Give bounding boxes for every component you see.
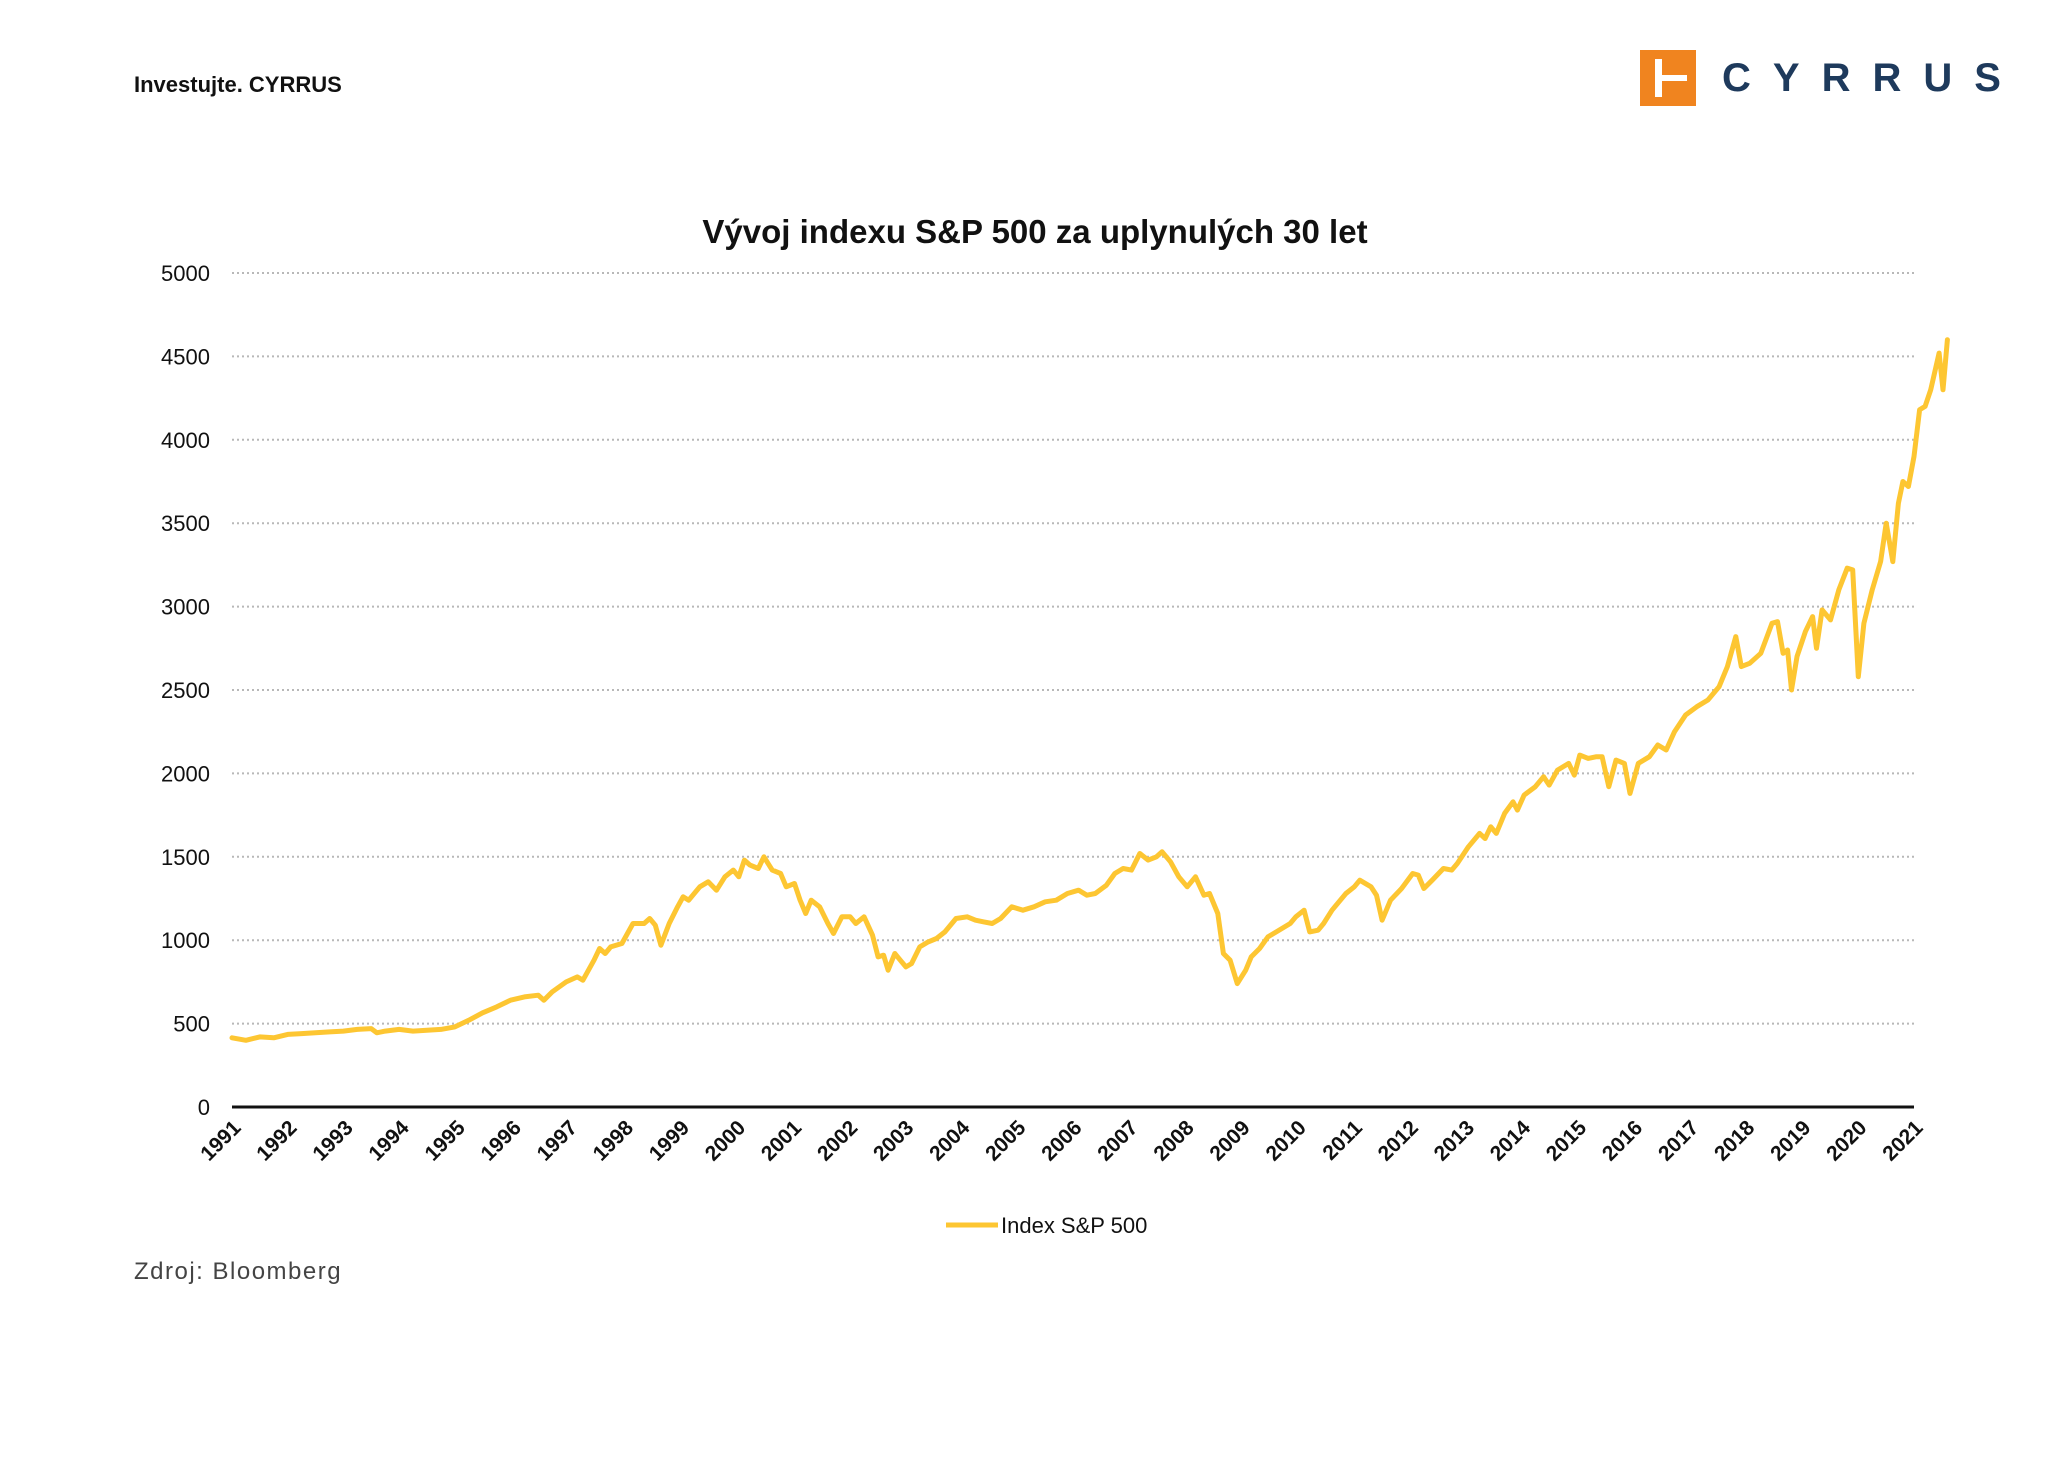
x-tick-label: 2013: [1430, 1116, 1479, 1165]
y-tick-label: 2000: [161, 761, 210, 786]
y-tick-label: 2500: [161, 678, 210, 703]
x-tick-label: 1993: [308, 1116, 357, 1165]
x-tick-label: 1994: [364, 1116, 414, 1166]
x-tick-label: 1998: [589, 1116, 639, 1166]
x-tick-label: 2014: [1486, 1116, 1536, 1166]
series-line: [229, 337, 1950, 1043]
x-tick-label: 1992: [252, 1116, 301, 1165]
x-tick-label: 2021: [1878, 1116, 1928, 1166]
y-tick-label: 500: [173, 1012, 210, 1037]
y-tick-label: 0: [198, 1095, 210, 1120]
x-tick-label: 2010: [1262, 1116, 1311, 1165]
logo-text: CYRRUS: [1722, 55, 2023, 100]
chart-series: [229, 337, 1950, 1043]
x-tick-label: 2003: [869, 1116, 918, 1165]
y-tick-label: 3000: [161, 595, 210, 620]
chart-title: Vývoj indexu S&P 500 za uplynulých 30 le…: [702, 213, 1368, 250]
x-tick-label: 1997: [533, 1116, 582, 1165]
x-tick-label: 2008: [1149, 1116, 1199, 1166]
y-tick-label: 1500: [161, 845, 210, 870]
x-tick-label: 2001: [757, 1116, 807, 1166]
x-tick-label: 1991: [196, 1116, 246, 1166]
x-tick-label: 1996: [477, 1116, 526, 1165]
y-tick-label: 1000: [161, 928, 210, 953]
x-tick-label: 2004: [925, 1116, 975, 1166]
source-note: Zdroj: Bloomberg: [134, 1258, 343, 1285]
x-tick-label: 2020: [1822, 1116, 1871, 1165]
x-tick-label: 2000: [701, 1116, 750, 1165]
x-tick-label: 1999: [645, 1116, 694, 1165]
x-tick-label: 2002: [813, 1116, 862, 1165]
header-tagline: Investujte. CYRRUS: [134, 72, 342, 97]
x-tick-label: 2016: [1598, 1116, 1647, 1165]
x-tick-label: 1995: [421, 1116, 471, 1166]
y-tick-label: 4000: [161, 428, 210, 453]
x-axis-ticks: 1991 1992 1993 1994 1995 1996 1997 1998 1999 2000…: [196, 1116, 1928, 1166]
x-tick-label: 2005: [981, 1116, 1031, 1166]
y-tick-label: 4500: [161, 344, 210, 369]
legend-label: Index S&P 500: [1001, 1213, 1147, 1238]
x-tick-label: 2009: [1205, 1116, 1254, 1165]
chart-legend: Index S&P 500: [946, 1213, 1147, 1238]
x-tick-label: 2006: [1037, 1116, 1086, 1165]
x-tick-label: 2012: [1374, 1116, 1423, 1165]
brand-logo: CYRRUS: [1640, 50, 2023, 106]
chart-gridlines: [232, 272, 1914, 1109]
x-tick-label: 2017: [1654, 1116, 1703, 1165]
y-axis-ticks: 0 500 1000 1500 2000 2500 3000 3500 4000 4500 5000: [161, 261, 210, 1120]
x-tick-label: 2011: [1318, 1116, 1367, 1165]
logo-mark-icon: [1640, 50, 1696, 106]
x-tick-label: 2007: [1093, 1116, 1142, 1165]
x-tick-label: 2015: [1542, 1116, 1592, 1166]
x-tick-label: 2018: [1710, 1116, 1760, 1166]
y-tick-label: 5000: [161, 261, 210, 286]
y-tick-label: 3500: [161, 511, 210, 536]
x-tick-label: 2019: [1766, 1116, 1815, 1165]
